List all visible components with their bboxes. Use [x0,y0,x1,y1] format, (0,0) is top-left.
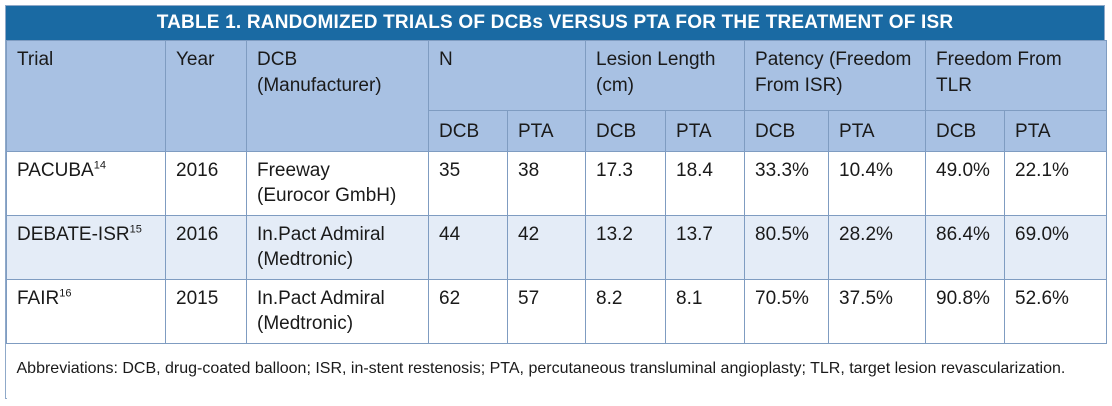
table-container: TABLE 1. RANDOMIZED TRIALS OF DCBs VERSU… [5,5,1108,406]
cell-year: 2016 [165,151,247,216]
subheader-patency-dcb: DCB [744,110,830,152]
cell-lesion-dcb: 17.3 [585,151,667,216]
dcb-manufacturer: (Medtronic) [257,313,354,334]
subheader-patency-pta: PTA [828,110,927,152]
subheader-tlr-pta: PTA [1004,110,1108,152]
header-patency-line1: Patency (Freedom [755,49,912,70]
cell-patency-dcb: 80.5% [744,215,830,280]
reference-number: 16 [59,287,72,300]
header-n: N [427,40,587,111]
trial-name: PACUBA [17,160,94,181]
table-title: TABLE 1. RANDOMIZED TRIALS OF DCBs VERSU… [6,6,1104,40]
cell-n-dcb: 44 [428,215,508,280]
cell-n-pta: 38 [506,151,587,216]
subheader-tlr-dcb: DCB [925,110,1006,152]
header-year: Year [165,40,247,152]
trial-name: FAIR [17,288,60,309]
cell-n-dcb: 35 [428,151,508,216]
subheader-lesion-pta: PTA [665,110,746,152]
dcb-name: In.Pact Admiral [257,224,385,245]
header-dcb-line1: DCB [257,49,298,70]
cell-tlr-pta: 52.6% [1004,279,1108,344]
cell-patency-pta: 28.2% [828,215,927,280]
table-header: Trial Year DCB (Manufacturer) N Lesion L… [6,40,1108,152]
dcb-name: In.Pact Admiral [257,288,385,309]
header-patency: Patency (Freedom From ISR) [744,40,927,111]
header-patency-line2: From ISR) [755,75,843,96]
cell-year: 2016 [165,215,247,280]
cell-lesion-pta: 18.4 [665,151,746,216]
header-lesion-line2: (cm) [596,75,634,96]
subheader-lesion-dcb: DCB [585,110,667,152]
cell-tlr-dcb: 49.0% [925,151,1006,216]
cell-tlr-pta: 69.0% [1004,215,1108,280]
cell-lesion-pta: 13.7 [665,215,746,280]
cell-n-pta: 42 [506,215,587,280]
cell-tlr-pta: 22.1% [1004,151,1108,216]
header-lesion-line1: Lesion Length [596,49,716,70]
reference-number: 15 [129,223,142,236]
table-footer: Abbreviations: DCB, drug-coated balloon;… [6,343,1107,406]
cell-lesion-dcb: 8.2 [585,279,667,344]
cell-dcb: In.Pact Admiral (Medtronic) [246,215,429,280]
header-freedom-tlr: Freedom From TLR [925,40,1108,111]
cell-patency-pta: 10.4% [828,151,927,216]
cell-year: 2015 [165,279,247,344]
cell-lesion-pta: 8.1 [665,279,746,344]
dcb-name: Freeway [257,160,330,181]
table-row: FAIR16 2015 In.Pact Admiral (Medtronic) … [6,279,1108,344]
header-lesion-length: Lesion Length (cm) [585,40,746,111]
subheader-n-pta: PTA [506,110,587,152]
trial-name: DEBATE-ISR [17,224,130,245]
cell-trial: PACUBA14 [6,151,166,216]
abbreviations-footnote: Abbreviations: DCB, drug-coated balloon;… [6,343,1107,406]
cell-lesion-dcb: 13.2 [585,215,667,280]
cell-trial: DEBATE-ISR15 [6,215,166,280]
cell-tlr-dcb: 90.8% [925,279,1006,344]
cell-n-dcb: 62 [428,279,508,344]
cell-trial: FAIR16 [6,279,166,344]
subheader-n-dcb: DCB [428,110,508,152]
header-trial: Trial [6,40,166,152]
cell-patency-dcb: 70.5% [744,279,830,344]
trials-table: Trial Year DCB (Manufacturer) N Lesion L… [6,40,1108,406]
cell-dcb: In.Pact Admiral (Medtronic) [246,279,429,344]
header-dcb-manufacturer: DCB (Manufacturer) [246,40,429,152]
dcb-manufacturer: (Eurocor GmbH) [257,185,397,206]
header-dcb-line2: (Manufacturer) [257,75,382,96]
dcb-manufacturer: (Medtronic) [257,249,354,270]
reference-number: 14 [93,159,106,172]
table-body: PACUBA14 2016 Freeway (Eurocor GmbH) 35 … [6,151,1108,344]
cell-patency-pta: 37.5% [828,279,927,344]
cell-dcb: Freeway (Eurocor GmbH) [246,151,429,216]
table-row: DEBATE-ISR15 2016 In.Pact Admiral (Medtr… [6,215,1108,280]
cell-tlr-dcb: 86.4% [925,215,1006,280]
table-row: PACUBA14 2016 Freeway (Eurocor GmbH) 35 … [6,151,1108,216]
cell-patency-dcb: 33.3% [744,151,830,216]
cell-n-pta: 57 [506,279,587,344]
